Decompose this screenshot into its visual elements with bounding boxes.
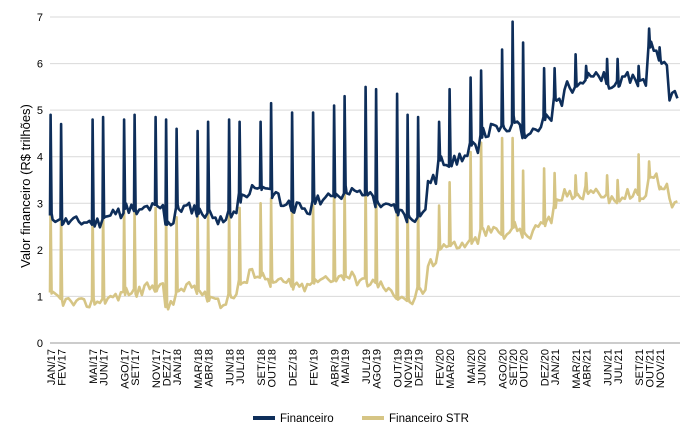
y-tick-label: 2 [37,245,43,257]
x-tick-label: JUL/19 [361,349,373,384]
y-tick-label: 0 [37,338,43,350]
x-tick-label: NOV/21 [655,349,667,388]
x-tick-label: ABR/18 [204,349,216,387]
y-tick-label: 6 [37,59,43,71]
y-tick-label: 5 [37,105,43,117]
x-tick-label: OUT/19 [393,349,405,388]
x-tick-label: MAI/19 [340,349,352,384]
x-tick-label: MAI/17 [88,349,100,384]
x-tick-label: DEZ/19 [414,349,426,386]
x-tick-label: JUL/18 [235,349,247,384]
legend-label-financeiro-str: Financeiro STR [389,413,469,425]
x-tick-label: OUT/18 [267,349,279,388]
series-layer [48,20,679,311]
y-tick-label: 3 [37,198,43,210]
legend-item-financeiro[interactable]: Financeiro [253,413,334,425]
x-tick-label: OUT/20 [519,349,531,388]
x-tick-label: DEZ/20 [540,349,552,386]
x-tick-label: DEZ/18 [288,349,300,386]
x-tick-label: SET/17 [130,349,142,386]
x-tick-label: MAR/21 [571,349,583,389]
x-tick-label: FEV/19 [309,349,321,386]
y-tick-label: 1 [37,291,43,303]
x-tick-label: SET/18 [256,349,268,386]
x-tick-label: AGO/17 [120,349,132,389]
x-tick-label: JAN/17 [46,349,58,385]
x-tick-label: NOV/17 [151,349,163,388]
series-line-financeiro [48,20,679,229]
x-tick-label: JUN/17 [99,349,111,386]
x-tick-label: JAN/18 [172,349,184,385]
x-tick-label: AGO/19 [372,349,384,389]
x-tick-label: JUN/18 [225,349,237,386]
x-tick-label: FEV/20 [435,349,447,386]
x-tick-label: NOV/19 [403,349,415,388]
x-tick-label: MAR/20 [445,349,457,389]
x-tick-label: OUT/21 [645,349,657,388]
x-tick-label: JUN/20 [477,349,489,386]
x-tick-label: SET/21 [634,349,646,386]
x-tick-label: AGO/20 [498,349,510,389]
legend-label-financeiro: Financeiro [280,413,334,425]
x-tick-label: ABR/21 [582,349,594,387]
y-tick-label: 7 [37,12,43,24]
x-tick-label: JUL/21 [613,349,625,384]
x-tick-label: DEZ/17 [162,349,174,386]
x-tick-label: JUN/21 [603,349,615,386]
x-tick-label: MAI/20 [466,349,478,384]
legend: Financeiro Financeiro STR [253,413,469,425]
series-line-financeiro-str [48,136,678,311]
x-tick-label: SET/20 [508,349,520,386]
x-tick-label: JAN/21 [550,349,562,385]
x-tick-label: MAR/18 [193,349,205,389]
y-tick-label: 4 [37,152,43,164]
legend-item-financeiro-str[interactable]: Financeiro STR [362,413,469,425]
y-axis-title: Valor financeiro (R$ trilhões) [18,104,33,268]
x-tick-label: FEV/17 [57,349,69,386]
x-tick-label: ABR/19 [330,349,342,387]
y-axis-ticks: 0 1 2 3 4 5 6 7 [37,12,43,350]
